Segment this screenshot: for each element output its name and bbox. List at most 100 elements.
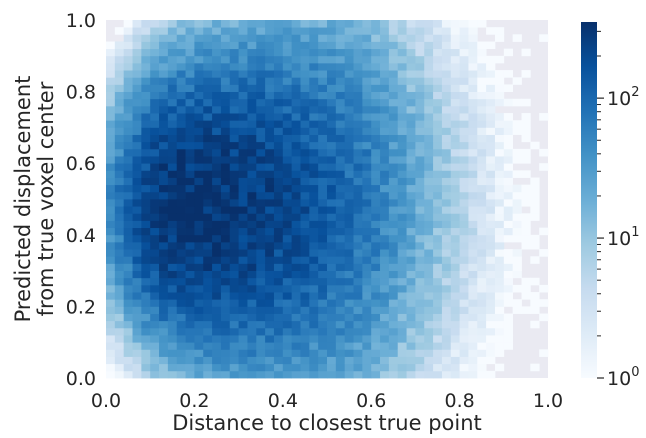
heatmap-cell xyxy=(159,113,169,121)
heatmap-cell xyxy=(114,184,125,193)
heatmap-cell xyxy=(362,77,372,85)
heatmap-cell xyxy=(273,220,284,229)
heatmap-cell xyxy=(238,263,248,271)
heatmap-cell xyxy=(106,70,116,78)
heatmap-cell xyxy=(247,241,257,250)
heatmap-cell xyxy=(132,256,142,264)
heatmap-cell xyxy=(176,284,186,293)
heatmap-cell xyxy=(353,342,363,350)
heatmap-cell xyxy=(123,349,133,357)
heatmap-cell xyxy=(291,349,301,357)
heatmap-cell xyxy=(212,327,222,336)
heatmap-cell xyxy=(167,349,178,357)
heatmap-cell xyxy=(291,170,301,178)
heatmap-cell xyxy=(327,356,337,365)
heatmap-cell xyxy=(353,234,363,243)
heatmap-cell xyxy=(132,156,142,164)
heatmap-cell xyxy=(450,48,460,57)
heatmap-cell xyxy=(194,342,204,350)
heatmap-cell xyxy=(176,62,186,71)
heatmap-cell xyxy=(212,77,222,85)
heatmap-cell xyxy=(220,70,231,78)
heatmap-cell xyxy=(132,370,142,379)
heatmap-cell xyxy=(415,41,425,50)
heatmap-cell xyxy=(371,141,381,150)
heatmap-cell xyxy=(256,70,266,78)
heatmap-cell xyxy=(238,156,248,164)
heatmap-cell xyxy=(185,292,195,300)
heatmap-cell xyxy=(450,20,460,28)
heatmap-cell xyxy=(176,241,186,250)
heatmap-cell xyxy=(176,234,186,243)
heatmap-cell xyxy=(468,70,478,78)
heatmap-cell xyxy=(371,270,381,279)
heatmap-cell xyxy=(238,206,248,214)
heatmap-cell xyxy=(159,356,169,365)
heatmap-cell xyxy=(212,156,222,164)
heatmap-cell xyxy=(185,191,195,200)
heatmap-cell xyxy=(220,20,231,28)
heatmap-cell xyxy=(468,170,478,178)
heatmap-cell xyxy=(433,263,443,271)
heatmap-cell xyxy=(441,34,452,42)
heatmap-cell xyxy=(433,105,443,114)
heatmap-cell xyxy=(309,163,319,171)
heatmap-cell xyxy=(220,113,231,121)
heatmap-cell xyxy=(106,134,116,143)
heatmap-cell xyxy=(282,313,293,322)
heatmap-cell xyxy=(229,327,239,336)
heatmap-cell xyxy=(273,91,284,100)
heatmap-cell xyxy=(424,134,434,143)
heatmap-cell xyxy=(503,141,514,150)
heatmap-cell xyxy=(273,41,284,50)
heatmap-cell xyxy=(397,241,407,250)
heatmap-cell xyxy=(176,356,186,365)
heatmap-cell xyxy=(282,55,293,64)
heatmap-cell xyxy=(106,335,116,343)
heatmap-cell xyxy=(114,91,125,100)
heatmap-cell xyxy=(203,320,213,329)
heatmap-cell xyxy=(309,320,319,329)
heatmap-cell xyxy=(106,263,116,271)
heatmap-cell xyxy=(327,270,337,279)
heatmap-cell xyxy=(521,227,531,236)
heatmap-cell xyxy=(539,313,549,322)
heatmap-cell xyxy=(273,277,284,286)
heatmap-cell xyxy=(300,299,310,307)
heatmap-cell xyxy=(132,277,142,286)
heatmap-cell xyxy=(194,62,204,71)
heatmap-cell xyxy=(353,34,363,42)
heatmap-cell xyxy=(406,249,416,257)
heatmap-cell xyxy=(459,105,469,114)
heatmap-cell xyxy=(238,70,248,78)
heatmap-cell xyxy=(106,313,116,322)
heatmap-cell xyxy=(415,84,425,92)
heatmap-cell xyxy=(229,299,239,307)
heatmap-cell xyxy=(150,370,160,379)
heatmap-cell xyxy=(282,91,293,100)
heatmap-cell xyxy=(459,191,469,200)
heatmap-cell xyxy=(406,342,416,350)
heatmap-cell xyxy=(300,320,310,329)
heatmap-cell xyxy=(265,127,275,135)
heatmap-cell xyxy=(397,277,407,286)
heatmap-cell xyxy=(530,141,540,150)
heatmap-cell xyxy=(247,156,257,164)
heatmap-cell xyxy=(291,277,301,286)
heatmap-cell xyxy=(309,220,319,229)
heatmap-cell xyxy=(503,342,514,350)
heatmap-cell xyxy=(512,227,522,236)
heatmap-cell xyxy=(450,113,460,121)
heatmap-cell xyxy=(486,41,496,50)
heatmap-cell xyxy=(477,313,487,322)
heatmap-cell xyxy=(256,313,266,322)
heatmap-cell xyxy=(503,156,514,164)
heatmap-cell xyxy=(406,105,416,114)
heatmap-cell xyxy=(344,277,354,286)
y-tick-label: 1.0 xyxy=(66,10,96,32)
heatmap-cell xyxy=(424,55,434,64)
heatmap-cell xyxy=(415,220,425,229)
heatmap-cell xyxy=(327,120,337,128)
heatmap-cell xyxy=(335,177,346,186)
